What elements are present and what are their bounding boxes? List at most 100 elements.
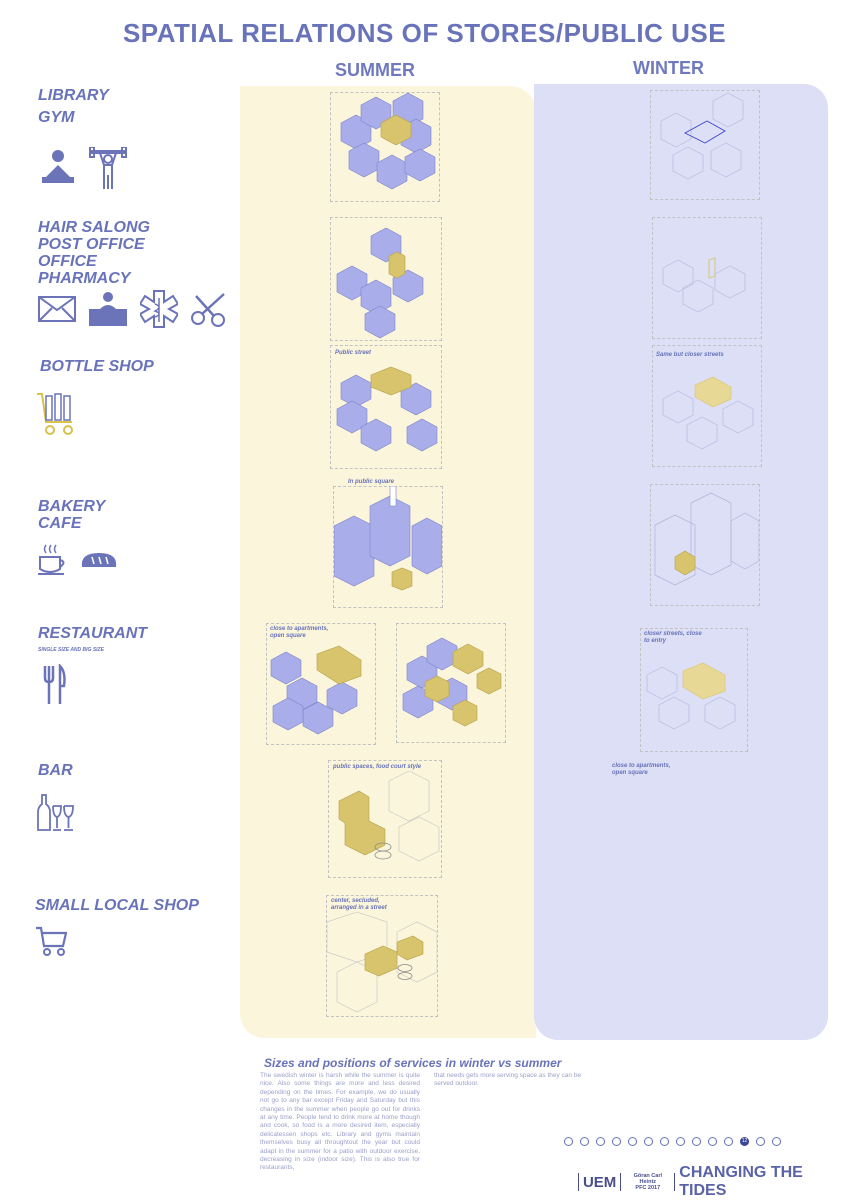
- page-dot[interactable]: [628, 1137, 637, 1146]
- isometric-outline-illustration: [660, 92, 744, 180]
- footer-divider: [674, 1173, 676, 1191]
- winter-heading: WINTER: [633, 58, 704, 78]
- summer-heading: SUMMER: [335, 60, 415, 80]
- page-dot[interactable]: [708, 1137, 717, 1146]
- note-summer-shop-2: arranged in a street: [331, 905, 387, 911]
- note-winter-bar-1: close to apartments,: [612, 763, 671, 769]
- summer-diagram-restaurant-big: [396, 623, 506, 743]
- winter-diagram-restaurant: closer streets, close to entry: [640, 628, 748, 752]
- category-line: PHARMACY: [38, 270, 131, 287]
- note-summer-bakery: In public square: [348, 479, 395, 485]
- category-line: SMALL LOCAL SHOP: [35, 897, 199, 914]
- note-summer-bar: public spaces, food court style: [333, 764, 422, 770]
- category-line: RESTAURANT: [38, 625, 148, 642]
- category-line: OFFICE: [38, 253, 97, 270]
- summer-diagram-bakery: In public square: [333, 479, 443, 608]
- footer-divider: [578, 1173, 579, 1191]
- summer-diagram-small-shop: center, secluded, arranged in a street: [326, 895, 438, 1017]
- page-dot[interactable]: [644, 1137, 653, 1146]
- bread-icon: [81, 553, 117, 567]
- category-bar: BAR: [38, 762, 73, 779]
- icons-services: [38, 290, 228, 328]
- isometric-outline-illustration: [662, 257, 746, 313]
- page-dot[interactable]: [692, 1137, 701, 1146]
- summer-diagram-bottle-shop: Public street: [330, 345, 442, 469]
- category-line: BAR: [38, 762, 73, 779]
- reading-person-icon: [42, 150, 74, 183]
- author-name: Göran Carl Heintz: [633, 1173, 662, 1185]
- category-line: HAIR SALONG: [38, 219, 150, 236]
- note-summer-restaurant-2: open square: [270, 633, 306, 639]
- category-line: LIBRARY: [38, 87, 109, 104]
- isometric-blocks-illustration: [270, 645, 362, 735]
- note-winter-bar-2: open square: [612, 770, 648, 776]
- summer-diagram-restaurant-single: close to apartments, open square: [266, 623, 376, 745]
- category-line: CAFE: [38, 515, 82, 532]
- scissors-icon: [191, 293, 225, 327]
- description-title: Sizes and positions of services in winte…: [264, 1056, 562, 1070]
- icons-bakery-cafe: [38, 543, 118, 577]
- isometric-blocks-illustration: [336, 227, 424, 339]
- note-summer-bottle: Public street: [335, 350, 372, 356]
- page-dot[interactable]: [756, 1137, 765, 1146]
- isometric-blocks-illustration: [333, 485, 443, 591]
- page-dot[interactable]: [564, 1137, 573, 1146]
- category-small-local-shop: SMALL LOCAL SHOP: [35, 897, 199, 914]
- isometric-blocks-illustration: [338, 770, 440, 862]
- category-library-gym: LIBRARY GYM: [38, 87, 109, 126]
- summer-diagram-bar: public spaces, food court style: [328, 760, 442, 878]
- course-label: PFC 2017: [635, 1185, 661, 1191]
- winter-diagram-library: [650, 90, 760, 200]
- isometric-blocks-illustration: [326, 911, 438, 1013]
- note-summer-restaurant-1: close to apartments,: [270, 626, 329, 632]
- category-line: GYM: [38, 109, 75, 126]
- page-dot-active[interactable]: 12: [740, 1137, 749, 1146]
- uem-logo: UEM: [582, 1173, 617, 1191]
- page-indicator: 12: [564, 1137, 781, 1146]
- isometric-blocks-illustration: [340, 92, 436, 190]
- note-winter-restaurant-2: to entry: [644, 638, 667, 644]
- page-dot[interactable]: [772, 1137, 781, 1146]
- category-line: POST OFFICE: [38, 236, 145, 253]
- isometric-outline-illustration: [646, 662, 736, 730]
- isometric-blocks-illustration: [402, 637, 502, 727]
- weightlifter-icon: [89, 147, 127, 189]
- category-restaurant: RESTAURANT SINGLE SIZE AND BIG SIZE: [38, 625, 147, 659]
- envelope-icon: [38, 296, 76, 322]
- icons-library-gym: [40, 147, 128, 191]
- wine-bottle-glasses-icon: [37, 794, 74, 831]
- page-dot[interactable]: [612, 1137, 621, 1146]
- isometric-outline-illustration: [654, 492, 760, 586]
- description-column-2: that needs gets more serving space as th…: [434, 1072, 582, 1088]
- page-dot[interactable]: [724, 1137, 733, 1146]
- footer: UEM Göran Carl Heintz PFC 2017 CHANGING …: [578, 1164, 849, 1200]
- note-winter-restaurant-1: closer streets, close: [644, 631, 702, 637]
- winter-diagram-bottle-shop: Same but closer streets: [652, 345, 762, 467]
- pharmacy-icon: [140, 290, 178, 328]
- footer-divider: [620, 1173, 622, 1191]
- page-dot[interactable]: [580, 1137, 589, 1146]
- isometric-outline-illustration: [662, 376, 754, 450]
- category-subtitle: SINGLE SIZE AND BIG SIZE: [38, 647, 104, 653]
- description-column-1: The swedish winter is harsh while the su…: [260, 1072, 420, 1172]
- shopping-cart-icon: [36, 926, 67, 956]
- category-services: HAIR SALONG POST OFFICE OFFICE PHARMACY: [38, 219, 150, 287]
- summer-diagram-library: [330, 92, 440, 202]
- reception-desk-icon: [89, 292, 127, 326]
- note-winter-bottle: Same but closer streets: [656, 352, 724, 358]
- note-summer-shop-1: center, secluded,: [331, 898, 380, 904]
- shopping-cart-bottles-icon: [37, 393, 73, 435]
- page-title: SPATIAL RELATIONS OF STORES/PUBLIC USE: [122, 18, 727, 48]
- author-block: Göran Carl Heintz PFC 2017: [625, 1173, 670, 1191]
- summer-diagram-services: [330, 217, 442, 341]
- isometric-blocks-illustration: [336, 366, 438, 452]
- project-title: CHANGING THE TIDES: [679, 1164, 803, 1199]
- winter-diagram-bakery: [650, 484, 760, 606]
- winter-diagram-services: [652, 217, 762, 339]
- category-line: BOTTLE SHOP: [40, 358, 154, 375]
- page-dot[interactable]: [660, 1137, 669, 1146]
- coffee-cup-icon: [38, 544, 65, 575]
- page-dot[interactable]: [596, 1137, 605, 1146]
- page-dot[interactable]: [676, 1137, 685, 1146]
- category-bakery-cafe: BAKERY CAFE: [38, 498, 105, 532]
